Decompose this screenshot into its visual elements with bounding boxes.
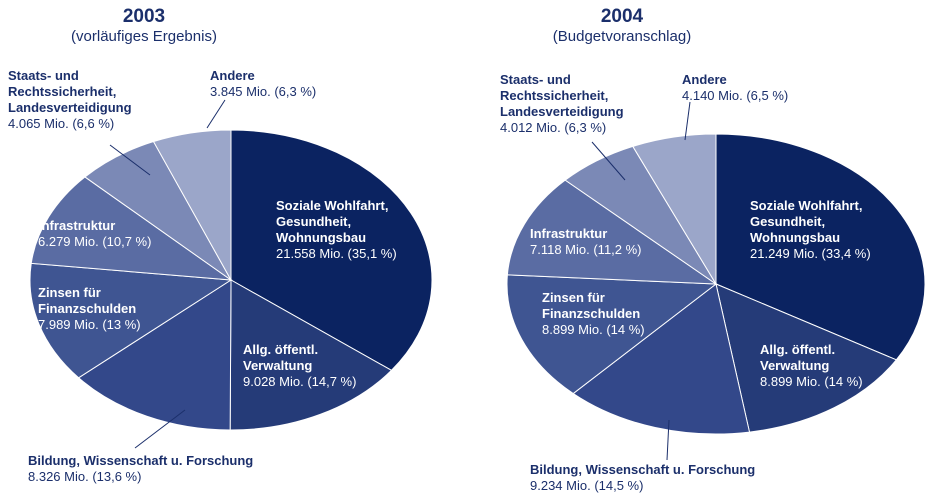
category-label: Zinsen für Finanzschulden — [38, 285, 137, 316]
leader-lines — [109, 99, 691, 461]
chart-subtitle: (Budgetvoranschlag) — [552, 28, 692, 45]
pie-slice — [29, 262, 233, 379]
pie-slice — [506, 179, 718, 285]
chart-heading: 2004 (Budgetvoranschlag) — [472, 6, 772, 46]
value-label: 8.899 Mio. (14 %) — [760, 374, 863, 389]
chart-title: 2004 — [600, 6, 644, 27]
leader-line — [206, 99, 226, 129]
category-label: Staats- und Rechtssicherheit, Landesvert… — [8, 68, 132, 115]
pie-slice — [229, 279, 393, 431]
slice-label: Andere 3.845 Mio. (6,3 %) — [210, 68, 370, 100]
value-label: 8.899 Mio. (14 %) — [542, 322, 645, 337]
slice-label: Allg. öffentl. Verwaltung 8.899 Mio. (14 … — [760, 342, 875, 390]
value-label: 6.279 Mio. (10,7 %) — [38, 234, 152, 249]
category-label: Staats- und Rechtssicherheit, Landesvert… — [500, 72, 624, 119]
category-label: Bildung, Wissenschaft u. Forschung — [28, 453, 254, 468]
value-label: 7.118 Mio. (11,2 %) — [530, 242, 642, 257]
value-label: 7.989 Mio. (13 %) — [38, 317, 141, 332]
value-label: 4.140 Mio. (6,5 %) — [682, 88, 789, 103]
slice-label: Soziale Wohlfahrt, Gesundheit, Wohnungsb… — [750, 198, 900, 262]
pie-slice — [715, 283, 898, 433]
pie-slice — [30, 176, 233, 281]
slice-label: Bildung, Wissenschaft u. Forschung 9.234 … — [530, 462, 850, 494]
leader-line — [109, 144, 151, 176]
category-label: Infrastruktur — [530, 226, 608, 241]
value-label: 9.028 Mio. (14,7 %) — [243, 374, 357, 389]
category-label: Soziale Wohlfahrt, Gesundheit, Wohnungsb… — [276, 198, 389, 245]
slice-label: Zinsen für Finanzschulden 7.989 Mio. (13 … — [38, 285, 158, 333]
category-label: Soziale Wohlfahrt, Gesundheit, Wohnungsb… — [750, 198, 863, 245]
value-label: 4.012 Mio. (6,3 %) — [500, 120, 607, 135]
leader-line — [684, 101, 691, 141]
leader-line — [134, 409, 186, 449]
category-label: Andere — [682, 72, 727, 87]
value-label: 9.234 Mio. (14,5 %) — [530, 478, 644, 493]
pie-slice — [572, 283, 751, 435]
value-label: 8.326 Mio. (13,6 %) — [28, 469, 142, 484]
leader-line — [666, 419, 670, 461]
pie-slice — [506, 274, 718, 395]
slice-label: Bildung, Wissenschaft u. Forschung 8.326 … — [28, 453, 348, 485]
category-label: Allg. öffentl. Verwaltung — [243, 342, 319, 373]
slice-label: Infrastruktur 7.118 Mio. (11,2 %) — [530, 226, 650, 258]
category-label: Andere — [210, 68, 255, 83]
chart-title: 2003 — [122, 6, 166, 27]
slice-label: Soziale Wohlfahrt, Gesundheit, Wohnungsb… — [276, 198, 426, 262]
pie-slice — [152, 129, 232, 282]
value-label: 21.249 Mio. (33,4 %) — [750, 246, 871, 261]
value-label: 3.845 Mio. (6,3 %) — [210, 84, 317, 99]
slice-label: Infrastruktur 6.279 Mio. (10,7 %) — [38, 218, 158, 250]
pie-slice — [77, 279, 232, 431]
category-label: Infrastruktur — [38, 218, 116, 233]
category-label: Zinsen für Finanzschulden — [542, 290, 641, 321]
slice-label: Staats- und Rechtssicherheit, Landesvert… — [500, 72, 660, 136]
slice-label: Staats- und Rechtssicherheit, Landesvert… — [8, 68, 178, 132]
slice-label: Andere 4.140 Mio. (6,5 %) — [682, 72, 842, 104]
slice-label: Zinsen für Finanzschulden 8.899 Mio. (14 … — [542, 290, 672, 338]
category-label: Bildung, Wissenschaft u. Forschung — [530, 462, 756, 477]
pie-slice — [715, 133, 926, 361]
leader-line — [591, 141, 626, 181]
pie-slice — [230, 129, 433, 371]
pie-slice — [632, 133, 717, 286]
value-label: 4.065 Mio. (6,6 %) — [8, 116, 115, 131]
chart-heading: 2003 (vorläufiges Ergebnis) — [0, 6, 294, 46]
category-label: Allg. öffentl. Verwaltung — [760, 342, 836, 373]
chart-subtitle: (vorläufiges Ergebnis) — [71, 28, 217, 45]
slice-label: Allg. öffentl. Verwaltung 9.028 Mio. (14,… — [243, 342, 358, 390]
value-label: 21.558 Mio. (35,1 %) — [276, 246, 397, 261]
